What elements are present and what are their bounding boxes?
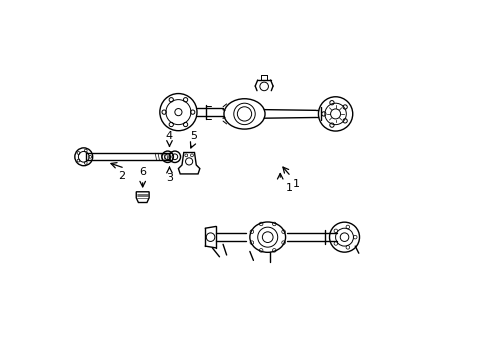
Text: 5: 5 <box>189 131 197 141</box>
Text: 2: 2 <box>118 171 124 181</box>
Text: 1: 1 <box>285 183 292 193</box>
Text: 3: 3 <box>165 173 173 183</box>
Text: 6: 6 <box>139 167 146 177</box>
Text: 4: 4 <box>165 131 173 141</box>
Text: 1: 1 <box>292 179 299 189</box>
